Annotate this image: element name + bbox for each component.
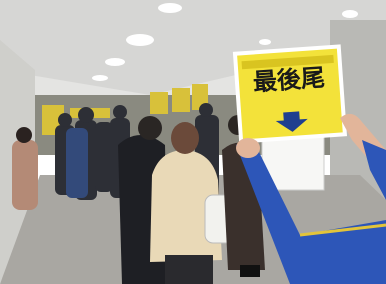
sign-text: 最後尾: [252, 64, 326, 97]
held-sign: 最後尾: [235, 46, 345, 141]
person-beige-head: [171, 122, 199, 154]
page: {"sign": {"text": "最後尾"}}: [0, 0, 386, 284]
hand-left: [236, 138, 260, 158]
photo: 最後尾: [0, 0, 386, 284]
person-beige-legs: [165, 255, 213, 284]
person-left: [12, 140, 38, 210]
person-dark-head: [138, 116, 162, 140]
person-blue: [66, 128, 88, 198]
person-left-head: [16, 127, 32, 143]
staff-shoes: [240, 265, 260, 277]
